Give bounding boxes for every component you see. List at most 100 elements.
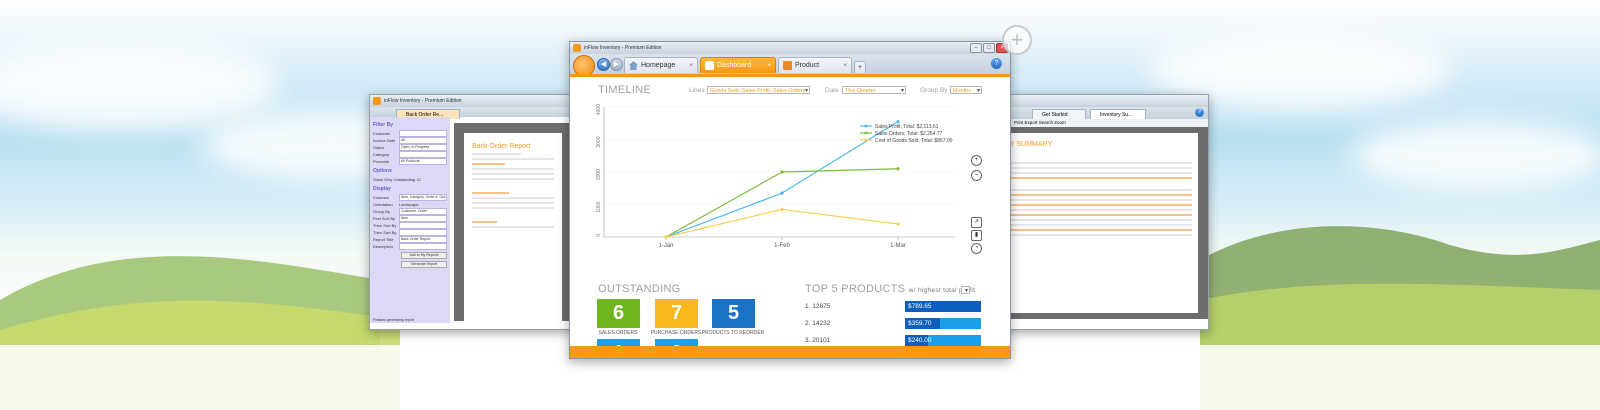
group-by-select[interactable]: Months [950,86,982,94]
top5-bar[interactable]: $240.00 [905,335,981,346]
cloud [1350,120,1600,190]
left-window-title: inFlow Inventory - Premium Edition [384,98,462,104]
orientation-radio[interactable]: Landscape [399,202,419,207]
field-label: Then Sort By [373,230,397,235]
category-field[interactable] [399,151,447,158]
report-window: inFlow Inventory - Premium Edition Back … [369,94,575,330]
data-point [896,120,900,124]
pie-chart-icon[interactable]: ◔ [971,243,982,254]
minimize-icon[interactable]: – [970,43,982,53]
field-row: Then Sort By [373,229,447,236]
back-icon[interactable]: ◀ [597,58,610,71]
top5-bar[interactable]: $359.70 [905,318,981,329]
display-heading: Display [373,186,391,192]
field-row: Category [373,151,447,158]
date-select[interactable]: This Quarter [842,86,906,94]
report-line [1010,167,1192,169]
field-label: Category [373,152,390,157]
maximize-icon[interactable]: □ [983,43,995,53]
timeline-chart: 0 1000 2000 3000 4000 1-Jan 1-Feb 1-Mar Sales Pr… [596,104,955,247]
description-field[interactable] [399,243,447,250]
line-chart-icon[interactable]: ↗ [971,217,982,228]
tab-inventory-summary[interactable]: Inventory Su... [1090,109,1146,119]
top5-bar[interactable]: $789.65 [905,301,981,312]
close-tab-icon[interactable]: × [843,63,847,69]
data-point [664,235,668,239]
right-titlebar [1004,95,1208,107]
home-icon [629,61,638,70]
report-options-sidebar: Filter By Customer Invoice Date All Statu… [370,117,450,323]
first-sort-field[interactable]: Item [399,215,447,222]
report-line [1010,189,1192,191]
report-line [1010,162,1192,164]
then-sort-field[interactable] [399,222,447,229]
dashboard-icon [705,61,714,70]
tab-dashboard[interactable]: Dashboard × [700,57,776,73]
columns-field[interactable]: Item, Category, Order #, Ord... [399,194,447,201]
show-only-row[interactable]: Show Only Outstanding ☑ [373,176,447,183]
help-icon[interactable]: ? [991,58,1002,69]
product-icon [783,61,792,70]
new-tab-button[interactable]: + [854,61,866,73]
invoice-date-field[interactable]: All [399,137,447,144]
zoom-in-icon[interactable]: + [971,155,982,166]
tab-back-order[interactable]: Back Order Re... [396,109,460,119]
field-label: First Sort By [373,216,396,221]
tab-homepage[interactable]: Homepage × [624,57,698,73]
report-page: Back Order Report [464,133,562,321]
checkbox-icon[interactable]: ☑ [417,177,421,182]
report-line [1010,194,1192,196]
tab-label: Homepage [641,62,676,69]
close-tab-icon[interactable]: × [689,63,693,69]
forward-icon[interactable]: ▶ [610,58,623,71]
add-to-reports-button[interactable]: Add to My Reports [401,252,447,259]
zoom-out-icon[interactable]: – [971,170,982,181]
field-row: Report Title Back Order Report [373,236,447,243]
report-line [472,192,509,194]
y-tick-label: 2000 [596,169,602,180]
summary-preview: Y SUMMARY [1004,127,1208,319]
report-line [1010,219,1192,221]
toolbar-actions[interactable]: Print Export Search Zoom [1014,120,1066,125]
options-heading: Options [373,168,392,174]
tab-product[interactable]: Product × [778,57,852,73]
tab-label: Back Order Re... [406,112,444,118]
top5-bar-fill [905,318,940,329]
right-toolbar: Print Export Search Zoom [1004,119,1208,127]
tab-get-started[interactable]: Get Started [1032,109,1086,119]
bar-chart-icon[interactable]: ▮ [971,230,982,241]
group-by-field[interactable]: Customer, Order [399,208,447,215]
report-line [472,163,505,165]
products-field[interactable]: All Products [399,158,447,165]
top5-select[interactable] [961,286,970,294]
purchase-orders-tile[interactable]: 7 [655,299,698,328]
y-tick-label: 4000 [596,104,602,115]
report-line [472,221,497,223]
report-title-field[interactable]: Back Order Report [399,236,447,243]
field-label: Invoice Date [373,138,396,143]
show-only-label: Show Only Outstanding [373,177,416,182]
field-label: Orientation [373,202,393,207]
generate-report-button[interactable]: Generate Report [401,261,447,268]
sales-orders-tile[interactable]: 6 [597,299,640,328]
help-icon[interactable]: ? [1195,108,1204,117]
dashboard-window: inFlow Inventory - Premium Edition – □ ×… [569,41,1011,359]
legend-entry: Cost of Goods Sold, Total: $867.00 [875,138,953,144]
legend-marker [864,131,868,135]
products-to-reorder-tile[interactable]: 5 [712,299,755,328]
customer-field[interactable] [399,130,447,137]
left-tabbar: Back Order Re... [370,107,574,119]
then-sort-field[interactable] [399,229,447,236]
lines-label: Lines [689,87,705,94]
report-line [1010,172,1192,174]
left-titlebar: inFlow Inventory - Premium Edition [370,95,574,107]
plus-circle-icon[interactable]: + [1002,25,1032,55]
lines-select[interactable]: Goods Sold, Sales Profit, Sales Orders [707,86,810,94]
field-row: Products All Products [373,158,447,165]
close-tab-icon[interactable]: × [767,63,771,69]
cloud [0,40,280,130]
field-row: Orientation Landscape [373,201,447,208]
timeline-title: TIMELINE [598,84,652,96]
status-field[interactable]: Open, In Progress [399,144,447,151]
data-point [896,222,900,226]
